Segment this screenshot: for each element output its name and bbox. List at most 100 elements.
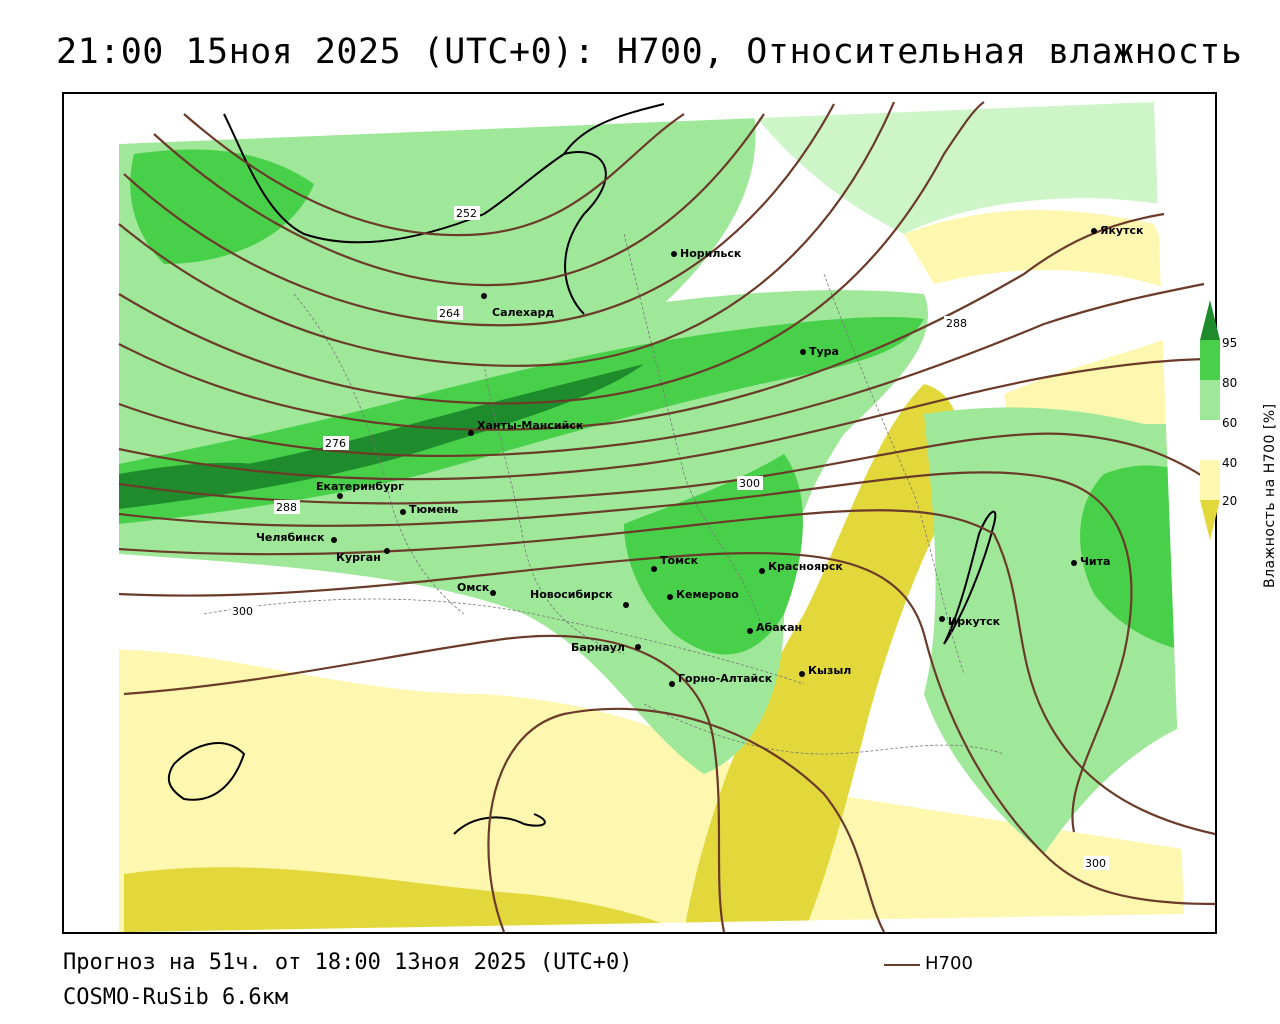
h700-legend-line xyxy=(884,964,920,966)
svg-text:264: 264 xyxy=(439,307,460,320)
isoline-2 xyxy=(153,113,765,287)
isoline-7 xyxy=(118,282,1205,458)
city-irkutsk: Иркутск xyxy=(939,615,1001,628)
svg-text:300: 300 xyxy=(1085,857,1106,870)
admin-border-5 xyxy=(203,598,805,685)
h700-legend-label: H700 xyxy=(925,953,973,974)
map-area: 252 264 276 288 288 300 300 300 Якутск Н… xyxy=(62,92,1217,934)
city-yakutsk: Якутск xyxy=(1091,224,1144,237)
svg-text:Чита: Чита xyxy=(1080,555,1110,568)
lake-balkhash-outline xyxy=(453,813,546,835)
city-salekhard: Салехард xyxy=(481,293,554,319)
humidity-colorbar xyxy=(1200,300,1220,540)
city-gorno-altaysk: Горно-Алтайск xyxy=(669,672,773,687)
isoline-12 xyxy=(118,552,1215,906)
svg-text:288: 288 xyxy=(946,317,967,330)
isoline-8 xyxy=(118,357,1215,481)
isoline-label-7: 300 xyxy=(230,604,256,618)
city-tyumen: Тюмень xyxy=(400,503,458,516)
svg-text:Красноярск: Красноярск xyxy=(768,560,843,573)
coastline-kara xyxy=(223,103,665,315)
svg-text:Тюмень: Тюмень xyxy=(409,503,458,516)
svg-text:252: 252 xyxy=(456,207,477,220)
very-dry-zone-central-band xyxy=(684,384,962,932)
city-tomsk: Томск xyxy=(651,554,699,572)
isoline-13 xyxy=(123,634,726,932)
admin-borders xyxy=(203,233,1005,755)
map-title: 21:00 15ноя 2025 (UTC+0): H700, Относите… xyxy=(56,32,1243,72)
city-khanty-mansiysk: Ханты-Мансийск xyxy=(468,419,584,436)
city-tura: Тура xyxy=(800,345,839,358)
city-krasnoyarsk: Красноярск xyxy=(759,560,843,574)
h700-isolines xyxy=(118,101,1215,932)
colorbar-bin-20-40 xyxy=(1200,460,1220,500)
colorbar-bottom-arrow xyxy=(1200,500,1220,540)
isoline-6 xyxy=(118,212,1165,431)
city-chelyabinsk: Челябинск xyxy=(256,531,337,544)
colorbar-bin-80-95 xyxy=(1200,340,1220,380)
isoline-label-3: 276 xyxy=(323,436,349,450)
svg-text:Норильск: Норильск xyxy=(680,247,742,260)
map-canvas: 252 264 276 288 288 300 300 300 Якутск Н… xyxy=(118,101,1215,932)
isoline-label-5: 288 xyxy=(944,316,970,330)
svg-text:300: 300 xyxy=(232,605,253,618)
svg-text:Курган: Курган xyxy=(336,551,381,564)
admin-border-2 xyxy=(483,363,625,655)
dry-zone-south xyxy=(119,649,1184,932)
colorbar-title: Влажность на H700 [%] xyxy=(1262,403,1278,588)
svg-text:Челябинск: Челябинск xyxy=(256,531,325,544)
colorbar-top-arrow xyxy=(1200,300,1220,340)
cities: Якутск Норильск Салехард Тура Ханты-Манс… xyxy=(256,224,1144,687)
city-omsk: Омск xyxy=(457,581,496,596)
colorbar-tick-95: 95 xyxy=(1222,336,1238,350)
colorbar-tick-80: 80 xyxy=(1222,376,1238,390)
city-norilsk: Норильск xyxy=(671,247,742,260)
svg-text:Кемерово: Кемерово xyxy=(676,588,739,601)
lake-baikal-outline xyxy=(943,510,997,645)
isoline-14 xyxy=(487,707,885,932)
isoline-label-2: 264 xyxy=(437,306,463,320)
city-kurgan: Курган xyxy=(336,548,390,564)
svg-text:Томск: Томск xyxy=(660,554,699,567)
isoline-label-4: 288 xyxy=(274,500,300,514)
svg-text:Кызыл: Кызыл xyxy=(808,664,851,677)
colorbar-tick-40: 40 xyxy=(1222,456,1238,470)
svg-text:Тура: Тура xyxy=(809,345,839,358)
isoline-4 xyxy=(118,101,896,367)
isoline-label-6: 300 xyxy=(737,476,763,490)
colorbar-tick-60: 60 xyxy=(1222,416,1238,430)
admin-border-3 xyxy=(623,233,765,635)
city-novosibirsk: Новосибирск xyxy=(530,588,629,608)
colorbar-tick-20: 20 xyxy=(1222,494,1238,508)
isoline-5 xyxy=(118,101,985,405)
isoline-labels: 252 264 276 288 288 300 300 300 xyxy=(230,206,1109,870)
svg-text:Абакан: Абакан xyxy=(756,621,802,634)
colorbar-bin-40-60 xyxy=(1200,420,1220,460)
admin-border-1 xyxy=(293,293,465,615)
moist-zone-north-strip xyxy=(754,102,1159,234)
very-wet-core xyxy=(119,364,644,509)
city-kyzyl: Кызыл xyxy=(799,664,851,677)
svg-text:300: 300 xyxy=(739,477,760,490)
model-name: COSMO-RuSib 6.6км xyxy=(63,985,289,1010)
svg-text:Ханты-Мансийск: Ханты-Мансийск xyxy=(477,419,584,432)
svg-text:Горно-Алтайск: Горно-Алтайск xyxy=(678,672,773,685)
isoline-10 xyxy=(118,471,1133,833)
city-kemerovo: Кемерово xyxy=(667,588,739,601)
isoline-11 xyxy=(118,509,1215,836)
city-abakan: Абакан xyxy=(747,621,802,634)
svg-text:276: 276 xyxy=(325,437,346,450)
svg-text:Екатеринбург: Екатеринбург xyxy=(316,480,404,493)
isoline-label-8: 300 xyxy=(1083,856,1109,870)
forecast-info: Прогноз на 51ч. от 18:00 13ноя 2025 (UTC… xyxy=(63,950,633,975)
isoline-label-1: 252 xyxy=(454,206,480,220)
coastlines xyxy=(167,103,997,835)
isoline-3 xyxy=(123,103,835,327)
city-barnaul: Барнаул xyxy=(571,641,641,654)
colorbar-bin-60-80 xyxy=(1200,380,1220,420)
aral-sea-outline xyxy=(167,742,246,801)
city-yekaterinburg: Екатеринбург xyxy=(316,480,404,499)
svg-text:Салехард: Салехард xyxy=(492,306,554,319)
svg-text:Иркутск: Иркутск xyxy=(948,615,1001,628)
isoline-9 xyxy=(118,432,1215,505)
